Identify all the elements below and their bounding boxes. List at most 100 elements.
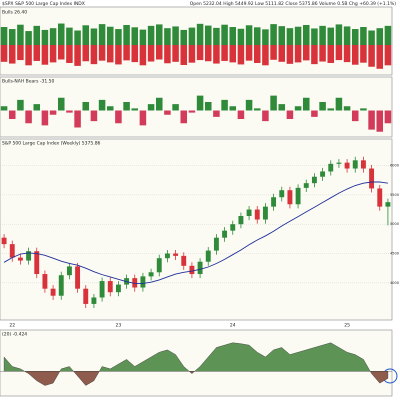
bar — [384, 25, 392, 45]
bar — [164, 28, 171, 45]
bar — [311, 28, 318, 45]
bar — [49, 45, 57, 63]
bar — [25, 45, 32, 66]
candle-body — [26, 251, 32, 261]
bar — [0, 27, 8, 45]
bar — [278, 45, 286, 62]
bar — [25, 110, 32, 124]
candle-body — [295, 187, 301, 205]
bar — [368, 30, 375, 45]
panel-frame — [0, 6, 393, 76]
candle-body — [83, 288, 89, 304]
candle-body — [385, 202, 391, 207]
candle-body — [230, 224, 236, 231]
candle-body — [75, 266, 81, 289]
bar — [368, 110, 375, 130]
x-tick-label: 22 — [9, 323, 15, 329]
y-tick-label: 6000 — [390, 164, 399, 168]
panel-title: S&P 500 Large Cap Index (Weekly) 5375.86 — [2, 141, 101, 147]
bar — [164, 110, 171, 115]
bar — [376, 45, 384, 69]
bar — [139, 110, 147, 126]
candle-body — [344, 162, 350, 169]
bar — [360, 108, 367, 111]
bar — [351, 29, 359, 45]
bar — [66, 27, 73, 45]
bar — [17, 45, 24, 61]
bar — [343, 26, 351, 45]
bar — [33, 104, 41, 111]
candle-body — [262, 206, 268, 220]
bar — [106, 45, 114, 63]
bar — [237, 110, 245, 119]
bar — [253, 108, 261, 111]
candle-body — [254, 209, 260, 220]
candle-body — [50, 288, 56, 296]
panel-frame — [0, 138, 393, 321]
candle-body — [360, 160, 366, 169]
bar — [41, 110, 49, 126]
candle-body — [287, 190, 293, 205]
bar — [82, 45, 90, 62]
bar — [25, 31, 32, 45]
candle-body — [9, 244, 15, 258]
bar — [172, 104, 179, 111]
bar — [74, 110, 81, 128]
candle-body — [303, 183, 309, 188]
candle-body — [17, 257, 23, 261]
candle-body — [99, 281, 105, 298]
bar — [90, 45, 98, 65]
bar — [213, 110, 220, 117]
x-tick-label: 23 — [116, 323, 122, 329]
bar — [57, 97, 65, 111]
bar — [115, 45, 122, 65]
quote-line: Open 5232.04 High 5449.92 Low 5111.82 Cl… — [190, 1, 397, 7]
candle-body — [369, 168, 375, 189]
bar — [155, 24, 163, 45]
bar — [327, 27, 335, 45]
bar — [8, 29, 16, 45]
bar — [384, 45, 392, 66]
bar — [90, 110, 98, 122]
bar — [115, 29, 122, 45]
candle-body — [1, 237, 7, 245]
bar — [33, 45, 41, 61]
bar — [57, 23, 65, 45]
bar — [229, 106, 237, 111]
bar — [172, 26, 179, 45]
bar — [253, 27, 261, 45]
bar — [213, 27, 220, 45]
bar — [164, 45, 171, 64]
bar — [147, 104, 155, 111]
bar — [245, 45, 253, 61]
bar — [49, 110, 57, 115]
bar — [180, 29, 188, 45]
bar — [319, 45, 326, 62]
bar — [229, 45, 237, 63]
candle-body — [320, 171, 326, 177]
bar — [98, 24, 106, 45]
panel-title: (20) -0.424 — [2, 332, 27, 338]
bar — [294, 106, 302, 111]
bar — [188, 110, 196, 113]
candle-body — [189, 265, 195, 275]
bar — [262, 110, 269, 122]
candle-body — [58, 275, 64, 296]
bar — [17, 99, 24, 111]
moving-average — [3, 181, 388, 284]
bar — [237, 28, 245, 45]
bar — [131, 45, 139, 63]
bar — [57, 45, 65, 60]
bar — [213, 45, 220, 64]
bar — [351, 45, 359, 65]
bar — [41, 29, 49, 45]
bar — [74, 30, 81, 45]
bar — [286, 45, 294, 64]
x-tick-label: 24 — [230, 323, 236, 329]
bar — [180, 45, 188, 66]
candle-body — [271, 197, 277, 207]
bar — [106, 106, 114, 111]
bar — [204, 102, 212, 111]
bar — [335, 45, 343, 61]
bar — [376, 28, 384, 45]
